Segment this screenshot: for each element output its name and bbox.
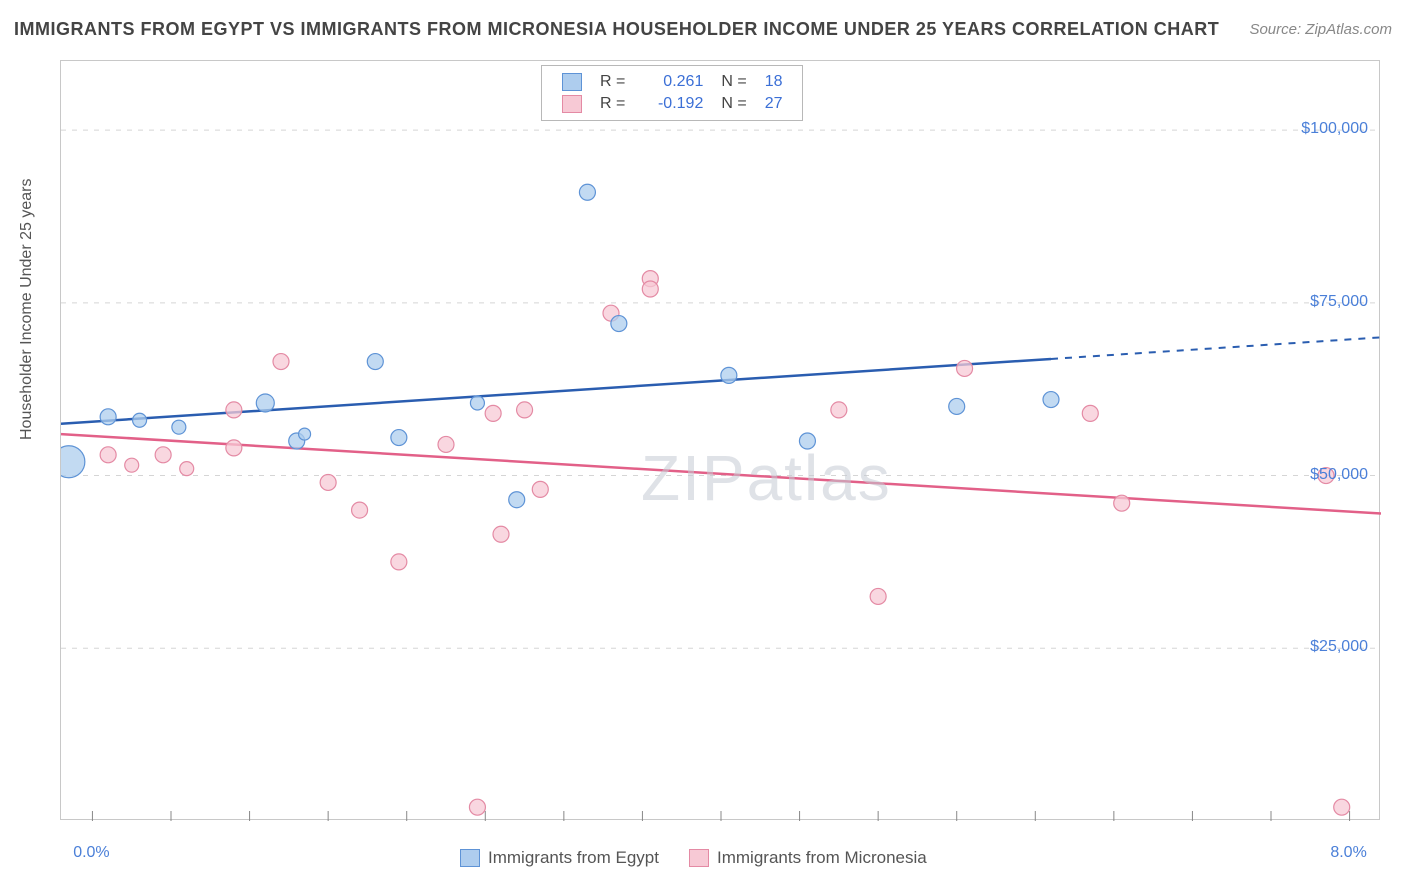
legend-swatch <box>562 73 582 91</box>
n-label: N = <box>713 72 754 92</box>
legend-series-item: Immigrants from Micronesia <box>689 848 927 868</box>
source-label: Source: ZipAtlas.com <box>1249 21 1392 38</box>
n-value: 18 <box>765 73 783 90</box>
y-tick-label: $50,000 <box>1310 466 1368 484</box>
y-tick-label: $100,000 <box>1301 120 1368 138</box>
legend-series-label: Immigrants from Micronesia <box>717 848 927 868</box>
x-tick-label: 8.0% <box>1330 844 1366 862</box>
legend-swatch <box>562 95 582 113</box>
legend-series-item: Immigrants from Egypt <box>460 848 659 868</box>
legend-correlation-table: R = 0.261 N = 18 R = -0.192 N = 27 <box>552 70 792 116</box>
y-tick-label: $25,000 <box>1310 638 1368 656</box>
plot-area: ZIPatlas R =0.261N =18R =-0.192N =27 <box>60 60 1380 820</box>
legend-swatch <box>460 849 480 867</box>
r-value: 0.261 <box>643 73 703 91</box>
legend-swatch <box>689 849 709 867</box>
r-value: -0.192 <box>643 95 703 113</box>
legend-series: Immigrants from Egypt Immigrants from Mic… <box>460 848 927 868</box>
chart-svg <box>61 61 1381 821</box>
x-tick-label: 0.0% <box>73 844 109 862</box>
legend-series-label: Immigrants from Egypt <box>488 848 659 868</box>
legend-correlation-row: R = 0.261 N = 18 <box>554 72 790 92</box>
n-label: N = <box>713 94 754 114</box>
legend-correlation-row: R = -0.192 N = 27 <box>554 94 790 114</box>
title-row: IMMIGRANTS FROM EGYPT VS IMMIGRANTS FROM… <box>14 14 1392 44</box>
r-label: R = <box>592 94 633 114</box>
r-label: R = <box>592 72 633 92</box>
chart-title: IMMIGRANTS FROM EGYPT VS IMMIGRANTS FROM… <box>14 19 1219 40</box>
y-tick-label: $75,000 <box>1310 293 1368 311</box>
y-axis-title: Householder Income Under 25 years <box>18 179 36 440</box>
chart-container: IMMIGRANTS FROM EGYPT VS IMMIGRANTS FROM… <box>0 0 1406 892</box>
n-value: 27 <box>765 95 783 112</box>
legend-correlation: R = 0.261 N = 18 R = -0.192 N = 27 <box>541 65 803 121</box>
